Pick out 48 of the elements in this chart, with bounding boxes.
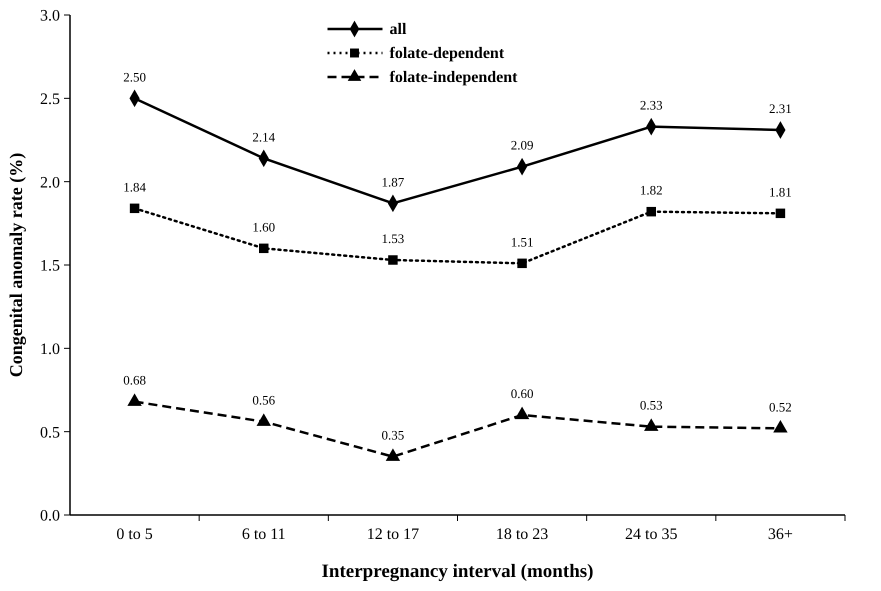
data-label: 0.53 (640, 398, 663, 413)
x-tick-label: 0 to 5 (116, 526, 153, 543)
point (130, 204, 140, 214)
point (514, 406, 530, 420)
data-label: 1.87 (382, 174, 405, 190)
data-label: 1.84 (123, 179, 146, 194)
x-tick-label: 24 to 35 (625, 526, 678, 543)
data-label: 1.82 (640, 182, 663, 198)
legend-label: all (390, 21, 407, 38)
y-tick-label: 3.0 (40, 8, 60, 25)
data-label: 2.31 (769, 101, 792, 116)
data-label: 0.52 (769, 399, 792, 414)
x-tick-label: 12 to 17 (366, 526, 420, 543)
data-label: 1.53 (382, 231, 404, 246)
point (256, 413, 271, 426)
y-tick-label: 1.0 (40, 340, 60, 358)
data-label: 1.81 (769, 184, 792, 200)
data-label: 0.60 (510, 386, 534, 401)
point (776, 208, 786, 218)
data-label: 1.51 (510, 234, 534, 250)
y-tick-label: 0.0 (40, 508, 60, 525)
y-tick-label: 1.5 (40, 258, 60, 275)
y-tick-label: 0.5 (40, 424, 60, 442)
point (773, 420, 788, 432)
point (644, 418, 658, 431)
point (259, 244, 268, 254)
y-tick-label: 2.5 (40, 90, 60, 108)
y-tick-label: 2.0 (40, 174, 60, 192)
point (517, 258, 527, 268)
point (127, 393, 142, 406)
legend-label: folate-independent (390, 69, 518, 86)
data-label: 2.33 (640, 98, 663, 113)
data-label: 0.56 (252, 392, 276, 408)
x-axis-title: Interpregnancy interval (months) (322, 561, 594, 582)
point (646, 206, 656, 216)
y-axis-title: Congenital anomaly rate (%) (6, 152, 26, 378)
data-label: 2.09 (510, 138, 534, 153)
data-label: 0.35 (382, 428, 404, 443)
legend-label: folate-dependent (390, 45, 505, 62)
data-label: 2.14 (252, 129, 276, 144)
point (388, 255, 398, 265)
data-label: 2.50 (123, 69, 146, 84)
x-tick-label: 18 to 23 (496, 526, 548, 543)
data-label: 1.60 (252, 219, 276, 234)
point (386, 448, 400, 461)
x-tick-label: 36+ (768, 526, 793, 543)
data-label: 0.68 (123, 372, 146, 388)
x-tick-label: 6 to 11 (242, 526, 286, 543)
